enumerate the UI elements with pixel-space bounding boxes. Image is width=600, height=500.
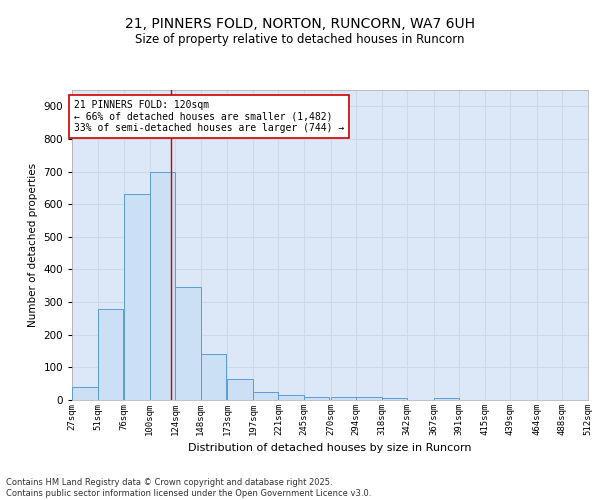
Bar xyxy=(201,354,226,400)
Bar xyxy=(356,398,382,400)
Bar xyxy=(149,172,175,400)
Text: 21, PINNERS FOLD, NORTON, RUNCORN, WA7 6UH: 21, PINNERS FOLD, NORTON, RUNCORN, WA7 6… xyxy=(125,18,475,32)
Bar xyxy=(175,288,201,400)
Bar xyxy=(227,379,253,400)
Text: Size of property relative to detached houses in Runcorn: Size of property relative to detached ho… xyxy=(135,32,465,46)
Bar xyxy=(331,396,356,400)
Bar xyxy=(382,398,407,400)
Bar xyxy=(434,398,459,400)
Y-axis label: Number of detached properties: Number of detached properties xyxy=(28,163,38,327)
Text: Contains HM Land Registry data © Crown copyright and database right 2025.
Contai: Contains HM Land Registry data © Crown c… xyxy=(6,478,371,498)
Bar xyxy=(304,396,329,400)
X-axis label: Distribution of detached houses by size in Runcorn: Distribution of detached houses by size … xyxy=(188,444,472,454)
Bar xyxy=(124,194,149,400)
Text: 21 PINNERS FOLD: 120sqm
← 66% of detached houses are smaller (1,482)
33% of semi: 21 PINNERS FOLD: 120sqm ← 66% of detache… xyxy=(74,100,344,133)
Bar xyxy=(253,392,278,400)
Bar xyxy=(98,308,123,400)
Bar xyxy=(278,395,304,400)
Bar xyxy=(72,387,98,400)
